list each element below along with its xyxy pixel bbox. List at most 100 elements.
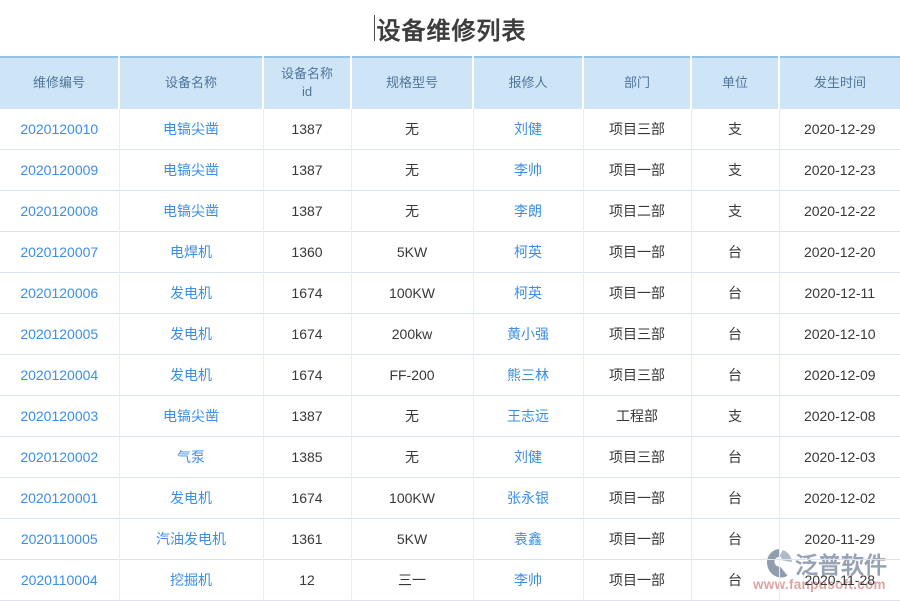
- repair_no-link[interactable]: 2020120002: [20, 449, 99, 465]
- cell-device_name: 挖掘机: [118, 559, 263, 601]
- reporter-link[interactable]: 刘健: [514, 449, 542, 465]
- cell-reporter: 张永银: [472, 477, 583, 519]
- cell-device_name_id: 1385: [262, 436, 351, 478]
- cell-device_name_id: 1387: [262, 149, 351, 191]
- cell-repair_no: 2020110004: [0, 559, 119, 601]
- device_name-link[interactable]: 发电机: [170, 490, 212, 506]
- maintenance-table: 维修编号 设备名称 设备名称 id 规格型号 报修人 部门 单位 发生时间 202012001…: [0, 56, 900, 601]
- reporter-link[interactable]: 李朗: [514, 203, 542, 219]
- table-row: 2020120010 电镐尖凿 1387 无 刘健 项目三部支 2020-12-29: [0, 108, 900, 150]
- reporter-link[interactable]: 李帅: [514, 162, 542, 178]
- cell-repair_no: 2020120007: [0, 231, 119, 273]
- device_name-link[interactable]: 电焊机: [170, 244, 212, 260]
- cell-device_name_id: 1387: [262, 190, 351, 232]
- table-row: 2020120001 发电机 1674 100KW 张永银 项目一部台 2020-12-02: [0, 477, 900, 519]
- table-row: 2020110004 挖掘机 12 三一 李帅 项目一部台 2020-11-28: [0, 559, 900, 601]
- cell-department: 工程部: [582, 395, 691, 437]
- repair_no-link[interactable]: 2020120009: [20, 162, 99, 178]
- column-header-device_name_id: 设备名称 id: [262, 57, 351, 109]
- cell-device_name: 发电机: [118, 354, 263, 396]
- cell-occur_time: 2020-12-22: [778, 190, 900, 232]
- cell-reporter: 黄小强: [472, 313, 583, 355]
- cell-unit: 支: [690, 190, 779, 232]
- cell-occur_time: 2020-11-29: [778, 518, 900, 560]
- table-row: 2020120005 发电机 1674 200kw 黄小强 项目三部台 2020-12-10: [0, 313, 900, 355]
- column-header-unit: 单位: [690, 57, 779, 109]
- cell-unit: 台: [690, 313, 779, 355]
- device_name-link[interactable]: 电镐尖凿: [163, 121, 219, 137]
- reporter-link[interactable]: 黄小强: [507, 326, 549, 342]
- repair_no-link[interactable]: 2020120010: [20, 121, 99, 137]
- cell-occur_time: 2020-12-08: [778, 395, 900, 437]
- device_name-link[interactable]: 发电机: [170, 367, 212, 383]
- repair_no-link[interactable]: 2020110004: [20, 572, 98, 588]
- repair_no-link[interactable]: 2020120006: [20, 285, 99, 301]
- cell-department: 项目三部: [582, 108, 691, 150]
- cell-spec_model: 无: [350, 149, 473, 191]
- reporter-link[interactable]: 柯英: [514, 285, 542, 301]
- reporter-link[interactable]: 张永银: [507, 490, 549, 506]
- cell-occur_time: 2020-12-23: [778, 149, 900, 191]
- repair_no-link[interactable]: 2020120003: [20, 408, 99, 424]
- table-header-row: 维修编号 设备名称 设备名称 id 规格型号 报修人 部门 单位 发生时间: [0, 57, 900, 109]
- device_name-link[interactable]: 气泵: [177, 449, 205, 465]
- cell-department: 项目三部: [582, 436, 691, 478]
- cell-repair_no: 2020120002: [0, 436, 119, 478]
- cell-reporter: 李帅: [472, 559, 583, 601]
- repair_no-link[interactable]: 2020120001: [20, 490, 99, 506]
- device_name-link[interactable]: 挖掘机: [170, 572, 212, 588]
- cell-reporter: 刘健: [472, 108, 583, 150]
- cell-device_name: 发电机: [118, 272, 263, 314]
- reporter-link[interactable]: 刘健: [514, 121, 542, 137]
- cell-spec_model: 100KW: [350, 477, 473, 519]
- reporter-link[interactable]: 柯英: [514, 244, 542, 260]
- table-row: 2020120009 电镐尖凿 1387 无 李帅 项目一部支 2020-12-23: [0, 149, 900, 191]
- cell-unit: 支: [690, 395, 779, 437]
- cell-occur_time: 2020-12-03: [778, 436, 900, 478]
- reporter-link[interactable]: 王志远: [507, 408, 549, 424]
- device_name-link[interactable]: 电镐尖凿: [163, 203, 219, 219]
- cell-reporter: 柯英: [472, 272, 583, 314]
- page-title: 设备维修列表: [376, 17, 527, 45]
- device_name-link[interactable]: 汽油发电机: [156, 531, 226, 547]
- cell-unit: 支: [690, 149, 779, 191]
- cell-repair_no: 2020120008: [0, 190, 119, 232]
- cell-device_name: 气泵: [118, 436, 263, 478]
- repair_no-link[interactable]: 2020120007: [20, 244, 99, 260]
- cell-spec_model: 100KW: [350, 272, 473, 314]
- table-body: 2020120010 电镐尖凿 1387 无刘健 项目三部支 2020-12-29 2020…: [0, 108, 900, 601]
- cell-spec_model: 200kw: [350, 313, 473, 355]
- cell-spec_model: 无: [350, 436, 473, 478]
- repair_no-link[interactable]: 2020120004: [20, 367, 99, 383]
- repair_no-link[interactable]: 2020120008: [20, 203, 99, 219]
- cell-reporter: 刘健: [472, 436, 583, 478]
- cell-device_name_id: 1674: [262, 477, 351, 519]
- cell-department: 项目一部: [582, 477, 691, 519]
- cell-device_name: 发电机: [118, 313, 263, 355]
- repair_no-link[interactable]: 2020110005: [20, 531, 98, 547]
- device_name-link[interactable]: 电镐尖凿: [163, 408, 219, 424]
- cell-device_name: 电镐尖凿: [118, 149, 263, 191]
- cell-device_name_id: 1361: [262, 518, 351, 560]
- cell-spec_model: FF-200: [350, 354, 473, 396]
- cell-unit: 台: [690, 518, 779, 560]
- repair_no-link[interactable]: 2020120005: [20, 326, 99, 342]
- cell-repair_no: 2020120005: [0, 313, 119, 355]
- reporter-link[interactable]: 李帅: [514, 572, 542, 588]
- cell-spec_model: 5KW: [350, 518, 473, 560]
- device_name-link[interactable]: 发电机: [170, 285, 212, 301]
- column-header-occur_time: 发生时间: [778, 57, 900, 109]
- table-row: 2020120004 发电机 1674 FF-200 熊三林 项目三部台 2020-12-0…: [0, 354, 900, 396]
- cell-department: 项目三部: [582, 313, 691, 355]
- cell-repair_no: 2020110005: [0, 518, 119, 560]
- cell-reporter: 袁鑫: [472, 518, 583, 560]
- reporter-link[interactable]: 袁鑫: [514, 531, 542, 547]
- device_name-link[interactable]: 电镐尖凿: [163, 162, 219, 178]
- cell-unit: 台: [690, 272, 779, 314]
- cell-reporter: 李朗: [472, 190, 583, 232]
- device_name-link[interactable]: 发电机: [170, 326, 212, 342]
- reporter-link[interactable]: 熊三林: [507, 367, 549, 383]
- cell-repair_no: 2020120006: [0, 272, 119, 314]
- cell-department: 项目二部: [582, 190, 691, 232]
- cell-device_name: 电焊机: [118, 231, 263, 273]
